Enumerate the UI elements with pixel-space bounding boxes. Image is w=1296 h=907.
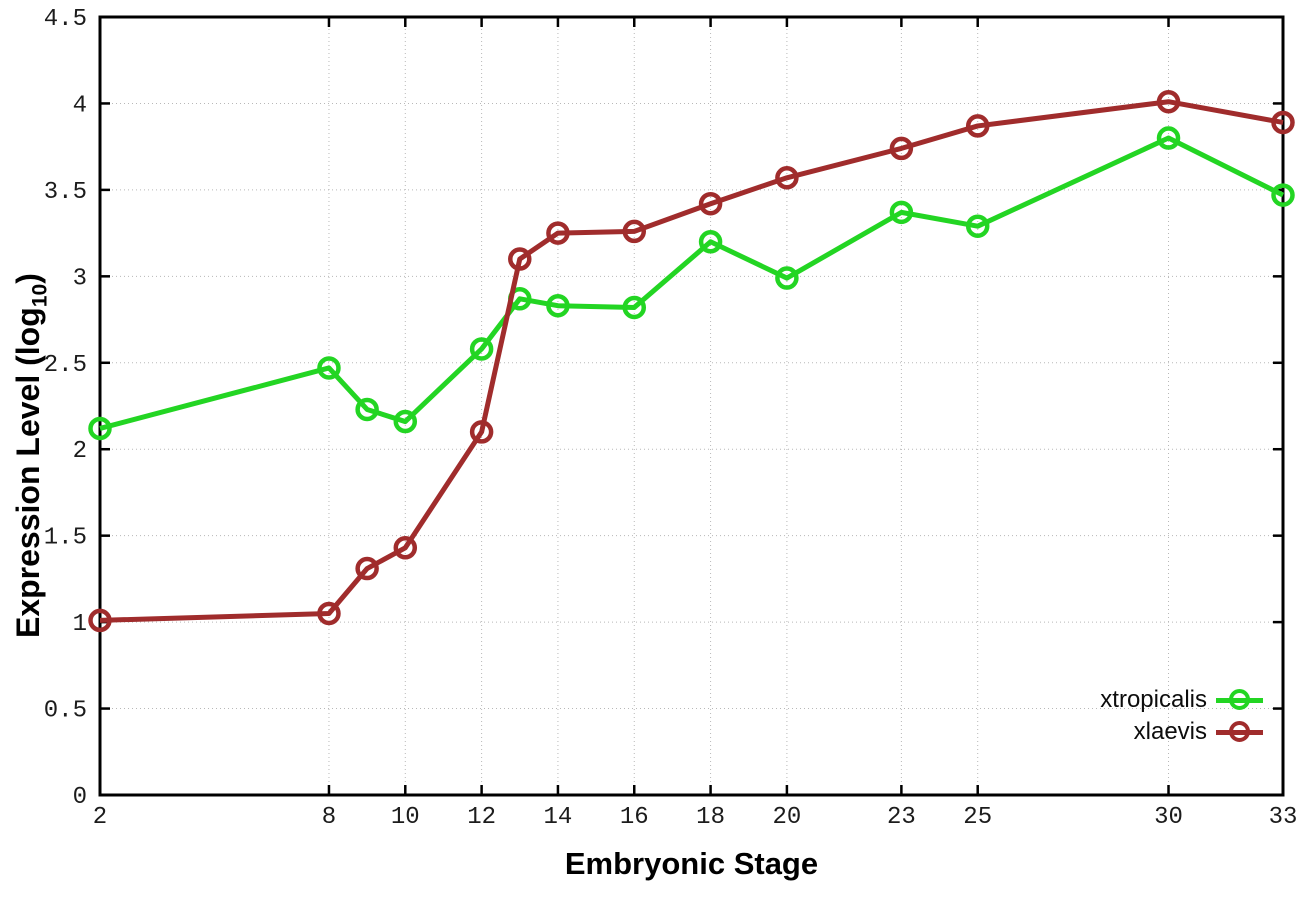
series-xtropicalis-point <box>1271 183 1295 207</box>
series-xtropicalis-point <box>889 200 914 225</box>
series-xtropicalis-line <box>99 135 1285 431</box>
plot-border <box>98 15 1285 797</box>
y-tick-label: 1 <box>73 611 87 638</box>
x-tick-label: 2 <box>93 804 107 831</box>
series-xtropicalis-point <box>1156 126 1181 150</box>
series-xtropicalis-point <box>393 409 418 434</box>
series-xlaevis-point <box>317 601 341 626</box>
series-xtropicalis-point <box>775 266 799 290</box>
y-axis-title-end: ) <box>10 273 46 284</box>
y-tick-label: 4 <box>73 92 87 119</box>
series-xtropicalis-point <box>622 295 647 320</box>
x-tick-label: 23 <box>887 804 916 831</box>
y-tick-label: 4.5 <box>44 6 87 33</box>
tick-marks <box>98 15 1285 797</box>
x-tick-label: 10 <box>391 804 420 831</box>
y-tick-labels: 0 0.5 1 1.5 2 2.5 3 3.5 4 4.5 <box>44 6 87 811</box>
legend-marker-xtropicalis-icon <box>1216 687 1263 713</box>
series-xlaevis-line <box>99 99 1284 623</box>
legend-circle-swatch <box>1228 721 1250 742</box>
y-tick-label: 3 <box>73 265 87 292</box>
legend-marker-xlaevis-icon <box>1216 719 1263 745</box>
series-xtropicalis <box>88 126 1295 441</box>
x-tick-label: 14 <box>544 804 573 831</box>
x-tick-label: 12 <box>467 804 496 831</box>
legend-label-xlaevis: xlaevis <box>1133 718 1207 745</box>
series-xlaevis <box>88 89 1295 633</box>
series-xtropicalis-point <box>317 356 341 380</box>
series-xtropicalis-point <box>469 337 494 361</box>
legend-label-xtropicalis: xtropicalis <box>1100 686 1207 713</box>
series-xlaevis-point <box>508 247 532 271</box>
series-xtropicalis-point <box>88 416 112 441</box>
x-tick-label: 25 <box>963 804 992 831</box>
series-xlaevis-point <box>393 536 418 560</box>
y-tick-label: 2.5 <box>44 352 87 379</box>
y-tick-label: 3.5 <box>44 179 87 206</box>
series-xlaevis-point <box>1156 89 1181 114</box>
legend: xtropicalis xlaevis <box>1100 684 1263 748</box>
y-axis-title: Expression Level (log10) <box>10 273 52 638</box>
legend-circle-swatch <box>1228 689 1250 710</box>
series-xtropicalis-point <box>355 397 379 422</box>
series-xlaevis-point <box>1271 110 1295 135</box>
legend-item-xtropicalis: xtropicalis <box>1100 684 1263 716</box>
series-xtropicalis-point <box>965 214 990 238</box>
series-xlaevis-point <box>546 221 570 245</box>
x-tick-label: 33 <box>1269 804 1296 831</box>
series-xtropicalis-point <box>546 293 570 318</box>
y-axis-title-subscript: 10 <box>28 283 52 308</box>
y-tick-label: 0.5 <box>44 698 87 725</box>
x-tick-label: 30 <box>1154 804 1183 831</box>
x-tick-label: 18 <box>696 804 725 831</box>
series-xlaevis-point <box>469 420 494 444</box>
series-xlaevis-point <box>965 114 990 138</box>
y-axis-title-main: Expression Level (log <box>10 307 46 638</box>
x-tick-label: 8 <box>322 804 336 831</box>
y-tick-label: 0 <box>73 784 87 811</box>
series-xlaevis-point <box>775 166 799 190</box>
series-xtropicalis-point <box>698 230 723 254</box>
series-xlaevis-point <box>88 608 112 633</box>
series-xlaevis-point <box>698 191 723 216</box>
x-tick-labels: 2 8 10 12 14 16 18 20 23 25 30 33 <box>93 804 1296 831</box>
series-xlaevis-point <box>355 556 379 581</box>
x-tick-label: 20 <box>772 804 801 831</box>
gridlines <box>100 17 1283 795</box>
y-tick-label: 1.5 <box>44 525 87 552</box>
y-tick-label: 2 <box>73 438 87 465</box>
legend-item-xlaevis: xlaevis <box>1100 716 1263 748</box>
x-axis-title: Embryonic Stage <box>564 846 819 881</box>
series-xlaevis-point <box>889 136 914 161</box>
x-tick-label: 16 <box>620 804 649 831</box>
series-xlaevis-point <box>622 219 647 244</box>
